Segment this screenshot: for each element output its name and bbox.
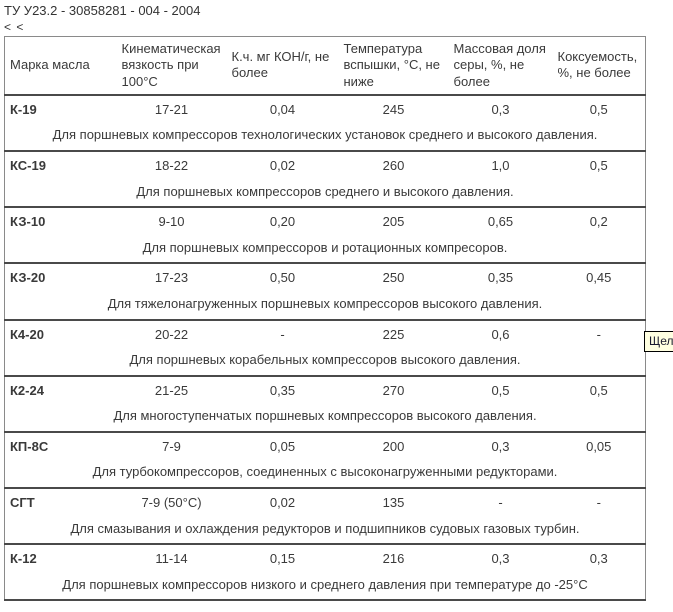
oil-grade-cell: СГТ <box>10 495 35 511</box>
acid-number-cell: 0,15 <box>269 551 296 567</box>
tooltip-text: Щелк <box>649 334 673 348</box>
oil-usage-description: Для многоступенчатых поршневых компрессо… <box>4 403 646 433</box>
oil-usage-description: Для поршневых компрессоров и ротационных… <box>4 234 646 265</box>
table-row: К4-20 20-22 - 225 0,6 - <box>5 320 646 348</box>
table-row: КЗ-20 17-23 0,50 250 0,35 0,45 <box>5 263 646 291</box>
oil-grade-cell: К-19 <box>10 101 37 117</box>
sulfur-cell: 0,65 <box>487 214 514 230</box>
flash-point-cell: 250 <box>382 270 405 286</box>
sulfur-cell: 0,6 <box>491 326 510 342</box>
flash-point-cell: 225 <box>382 326 405 342</box>
back-link-1[interactable]: < <box>4 20 13 34</box>
oil-specs-table: Марка масла Кинематическая вязкость при … <box>4 36 646 602</box>
acid-number-cell: 0,50 <box>269 270 296 286</box>
viscosity-cell: 21-25 <box>154 382 189 398</box>
coking-cell: 0,5 <box>589 157 608 173</box>
coking-cell: 0,3 <box>589 551 608 567</box>
table-description-row: Для тяжелонагруженных поршневых компресс… <box>4 290 646 321</box>
sulfur-cell: - <box>498 495 503 511</box>
oil-grade-cell: КЗ-20 <box>10 270 46 286</box>
table-description-row: Для поршневых компрессоров и ротационных… <box>4 234 646 265</box>
acid-number-cell: 0,02 <box>269 157 296 173</box>
viscosity-cell: 7-9 (50°С) <box>141 495 202 511</box>
column-header-acid: К.ч. мг КОН/г, не более <box>226 36 339 96</box>
coking-cell: - <box>596 326 601 342</box>
sulfur-cell: 1,0 <box>491 157 510 173</box>
coking-cell: 0,05 <box>586 438 612 454</box>
column-header-sulfur: Массовая доля серы, %, не более <box>448 36 553 96</box>
sulfur-cell: 0,3 <box>491 438 510 454</box>
acid-number-cell: 0,04 <box>269 101 296 117</box>
sulfur-cell: 0,3 <box>491 101 510 117</box>
oil-usage-description: Для поршневых компрессоров среднего и вы… <box>4 178 646 209</box>
acid-number-cell: 0,20 <box>269 214 296 230</box>
column-header-grade: Марка масла <box>4 36 117 96</box>
table-description-row: Для поршневых компрессоров низкого и сре… <box>4 571 646 602</box>
table-row: СГТ 7-9 (50°С) 0,02 135 - - <box>5 488 646 516</box>
viscosity-cell: 18-22 <box>154 157 189 173</box>
table-description-row: Для поршневых корабельных компрессоров в… <box>4 347 646 377</box>
viscosity-cell: 11-14 <box>155 551 188 567</box>
coking-cell: - <box>596 495 601 511</box>
table-row: КЗ-10 9-10 0,20 205 0,65 0,2 <box>5 207 646 235</box>
table-row: КС-19 18-22 0,02 260 1,0 0,5 <box>5 151 646 179</box>
page-title: ТУ У23.2 - 30858281 - 004 - 2004 <box>4 3 201 18</box>
table-row: К-19 17-21 0,04 245 0,3 0,5 <box>5 95 646 123</box>
viscosity-cell: 7-9 <box>162 438 181 454</box>
oil-grade-cell: КП-8С <box>10 438 49 454</box>
table-description-row: Для турбокомпрессоров, соединенных с выс… <box>4 459 646 490</box>
flash-point-cell: 245 <box>382 101 405 117</box>
coking-cell: 0,2 <box>589 214 608 230</box>
table-description-row: Для поршневых компрессоров технологическ… <box>4 122 646 152</box>
oil-usage-description: Для турбокомпрессоров, соединенных с выс… <box>4 459 646 490</box>
table-row: К-12 11-14 0,15 216 0,3 0,3 <box>5 544 646 572</box>
flash-point-cell: 216 <box>382 551 405 567</box>
acid-number-cell: 0,02 <box>269 495 296 511</box>
acid-number-cell: - <box>280 326 285 342</box>
viscosity-cell: 17-23 <box>154 270 189 286</box>
viscosity-cell: 20-22 <box>154 326 189 342</box>
sulfur-cell: 0,5 <box>491 382 510 398</box>
coking-cell: 0,45 <box>586 270 612 286</box>
tooltip: Щелк <box>644 331 673 352</box>
oil-usage-description: Для поршневых корабельных компрессоров в… <box>4 347 646 377</box>
coking-cell: 0,5 <box>589 101 608 117</box>
table-description-row: Для многоступенчатых поршневых компрессо… <box>4 403 646 433</box>
sulfur-cell: 0,3 <box>491 551 510 567</box>
acid-number-cell: 0,05 <box>269 438 296 454</box>
breadcrumb-nav: < < <box>0 19 673 36</box>
oil-usage-description: Для тяжелонагруженных поршневых компресс… <box>4 290 646 321</box>
flash-point-cell: 135 <box>382 495 405 511</box>
sulfur-cell: 0,35 <box>487 270 514 286</box>
oil-usage-description: Для поршневых компрессоров технологическ… <box>4 122 646 152</box>
table-description-row: Для поршневых компрессоров среднего и вы… <box>4 178 646 209</box>
acid-number-cell: 0,35 <box>269 382 296 398</box>
back-link-2[interactable]: < <box>16 20 25 34</box>
table-description-row: Для смазывания и охлаждения редукторов и… <box>4 515 646 546</box>
table-header-row: Марка масла Кинематическая вязкость при … <box>4 36 646 96</box>
oil-grade-cell: К-12 <box>10 551 37 567</box>
flash-point-cell: 270 <box>382 382 405 398</box>
flash-point-cell: 200 <box>382 438 405 454</box>
oil-usage-description: Для смазывания и охлаждения редукторов и… <box>4 515 646 546</box>
oil-grade-cell: К4-20 <box>10 326 44 342</box>
column-header-coking: Коксуемость, %, не более <box>552 36 646 96</box>
oil-grade-cell: КЗ-10 <box>10 214 46 230</box>
oil-grade-cell: К2-24 <box>10 382 44 398</box>
coking-cell: 0,5 <box>589 382 608 398</box>
oil-usage-description: Для поршневых компрессоров низкого и сре… <box>4 571 646 602</box>
oil-grade-cell: КС-19 <box>10 157 46 173</box>
viscosity-cell: 9-10 <box>158 214 185 230</box>
table-row: К2-24 21-25 0,35 270 0,5 0,5 <box>5 376 646 404</box>
column-header-flash: Температура вспышки, °С, не ниже <box>338 36 449 96</box>
flash-point-cell: 205 <box>382 214 405 230</box>
table-row: КП-8С 7-9 0,05 200 0,3 0,05 <box>5 432 646 460</box>
flash-point-cell: 260 <box>382 157 405 173</box>
column-header-viscosity: Кинематическая вязкость при 100°С <box>116 36 227 96</box>
viscosity-cell: 17-21 <box>154 101 189 117</box>
